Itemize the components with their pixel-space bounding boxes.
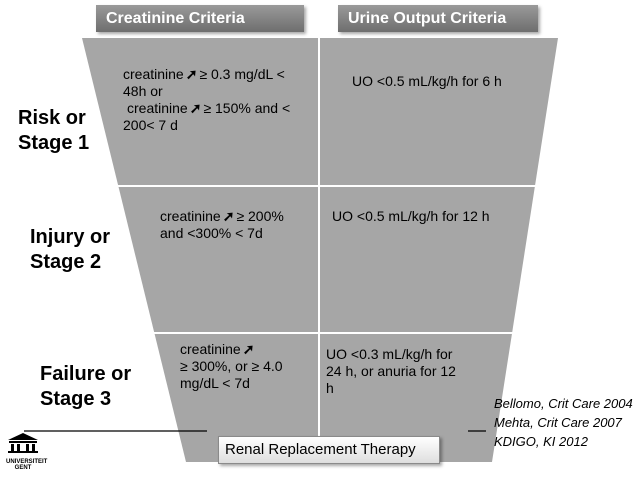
increase-arrow-icon: ➚ <box>185 66 198 82</box>
stage-3-urine-criteria: UO <0.3 mL/kg/h for 24 h, or anuria for … <box>326 346 456 396</box>
stage-2-creatinine-criteria: creatinine ➚ ≥ 200% and <300% < 7d <box>160 208 284 241</box>
university-ghent-logo: UNIVERSITEIT GENT <box>6 432 47 471</box>
stage-2-label: Injury or Stage 2 <box>30 226 111 273</box>
stage-1-creatinine-criteria: creatinine ➚ ≥ 0.3 mg/dL < 48h or creatini… <box>123 66 291 133</box>
stage-1-urine-criteria: UO <0.5 mL/kg/h for 6 h <box>352 73 502 89</box>
renal-replacement-therapy-box: Renal Replacement Therapy <box>218 436 440 464</box>
stage-2-urine-criteria: UO <0.5 mL/kg/h for 12 h <box>332 208 490 224</box>
urine-output-criteria-header: Urine Output Criteria <box>338 5 538 32</box>
references: Bellomo, Crit Care 2004 Mehta, Crit Care… <box>494 394 633 451</box>
reference-item: Bellomo, Crit Care 2004 <box>494 396 633 411</box>
university-building-icon <box>8 433 38 453</box>
stage-1-label: Risk or Stage 1 <box>18 107 90 154</box>
increase-arrow-icon: ➚ <box>242 341 255 357</box>
increase-arrow-icon: ➚ <box>222 208 235 224</box>
increase-arrow-icon: ➚ <box>189 100 202 116</box>
reference-item: KDIGO, KI 2012 <box>494 434 588 449</box>
creatinine-criteria-header: Creatinine Criteria <box>96 5 304 32</box>
stage-3-creatinine-criteria: creatinine ➚ ≥ 300%, or ≥ 4.0 mg/dL < 7d <box>180 341 283 391</box>
stage-3-label: Failure or Stage 3 <box>40 363 132 410</box>
reference-item: Mehta, Crit Care 2007 <box>494 415 622 430</box>
